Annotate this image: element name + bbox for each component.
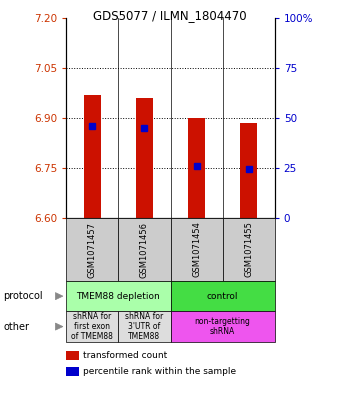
Text: GSM1071457: GSM1071457	[88, 222, 97, 277]
Text: GDS5077 / ILMN_1804470: GDS5077 / ILMN_1804470	[93, 9, 247, 22]
Bar	[188, 118, 205, 218]
Text: non-targetting
shRNA: non-targetting shRNA	[195, 317, 251, 336]
Text: GSM1071456: GSM1071456	[140, 222, 149, 277]
Text: protocol: protocol	[3, 291, 43, 301]
Text: shRNA for
3'UTR of
TMEM88: shRNA for 3'UTR of TMEM88	[125, 312, 164, 342]
Text: percentile rank within the sample: percentile rank within the sample	[83, 367, 236, 376]
Text: shRNA for
first exon
of TMEM88: shRNA for first exon of TMEM88	[71, 312, 113, 342]
Text: control: control	[207, 292, 238, 301]
Text: TMEM88 depletion: TMEM88 depletion	[76, 292, 160, 301]
Text: GSM1071454: GSM1071454	[192, 222, 201, 277]
Bar	[136, 98, 153, 218]
Bar	[240, 123, 257, 218]
Text: other: other	[3, 321, 29, 332]
Text: GSM1071455: GSM1071455	[244, 222, 253, 277]
Text: transformed count: transformed count	[83, 351, 167, 360]
Bar	[84, 94, 101, 218]
